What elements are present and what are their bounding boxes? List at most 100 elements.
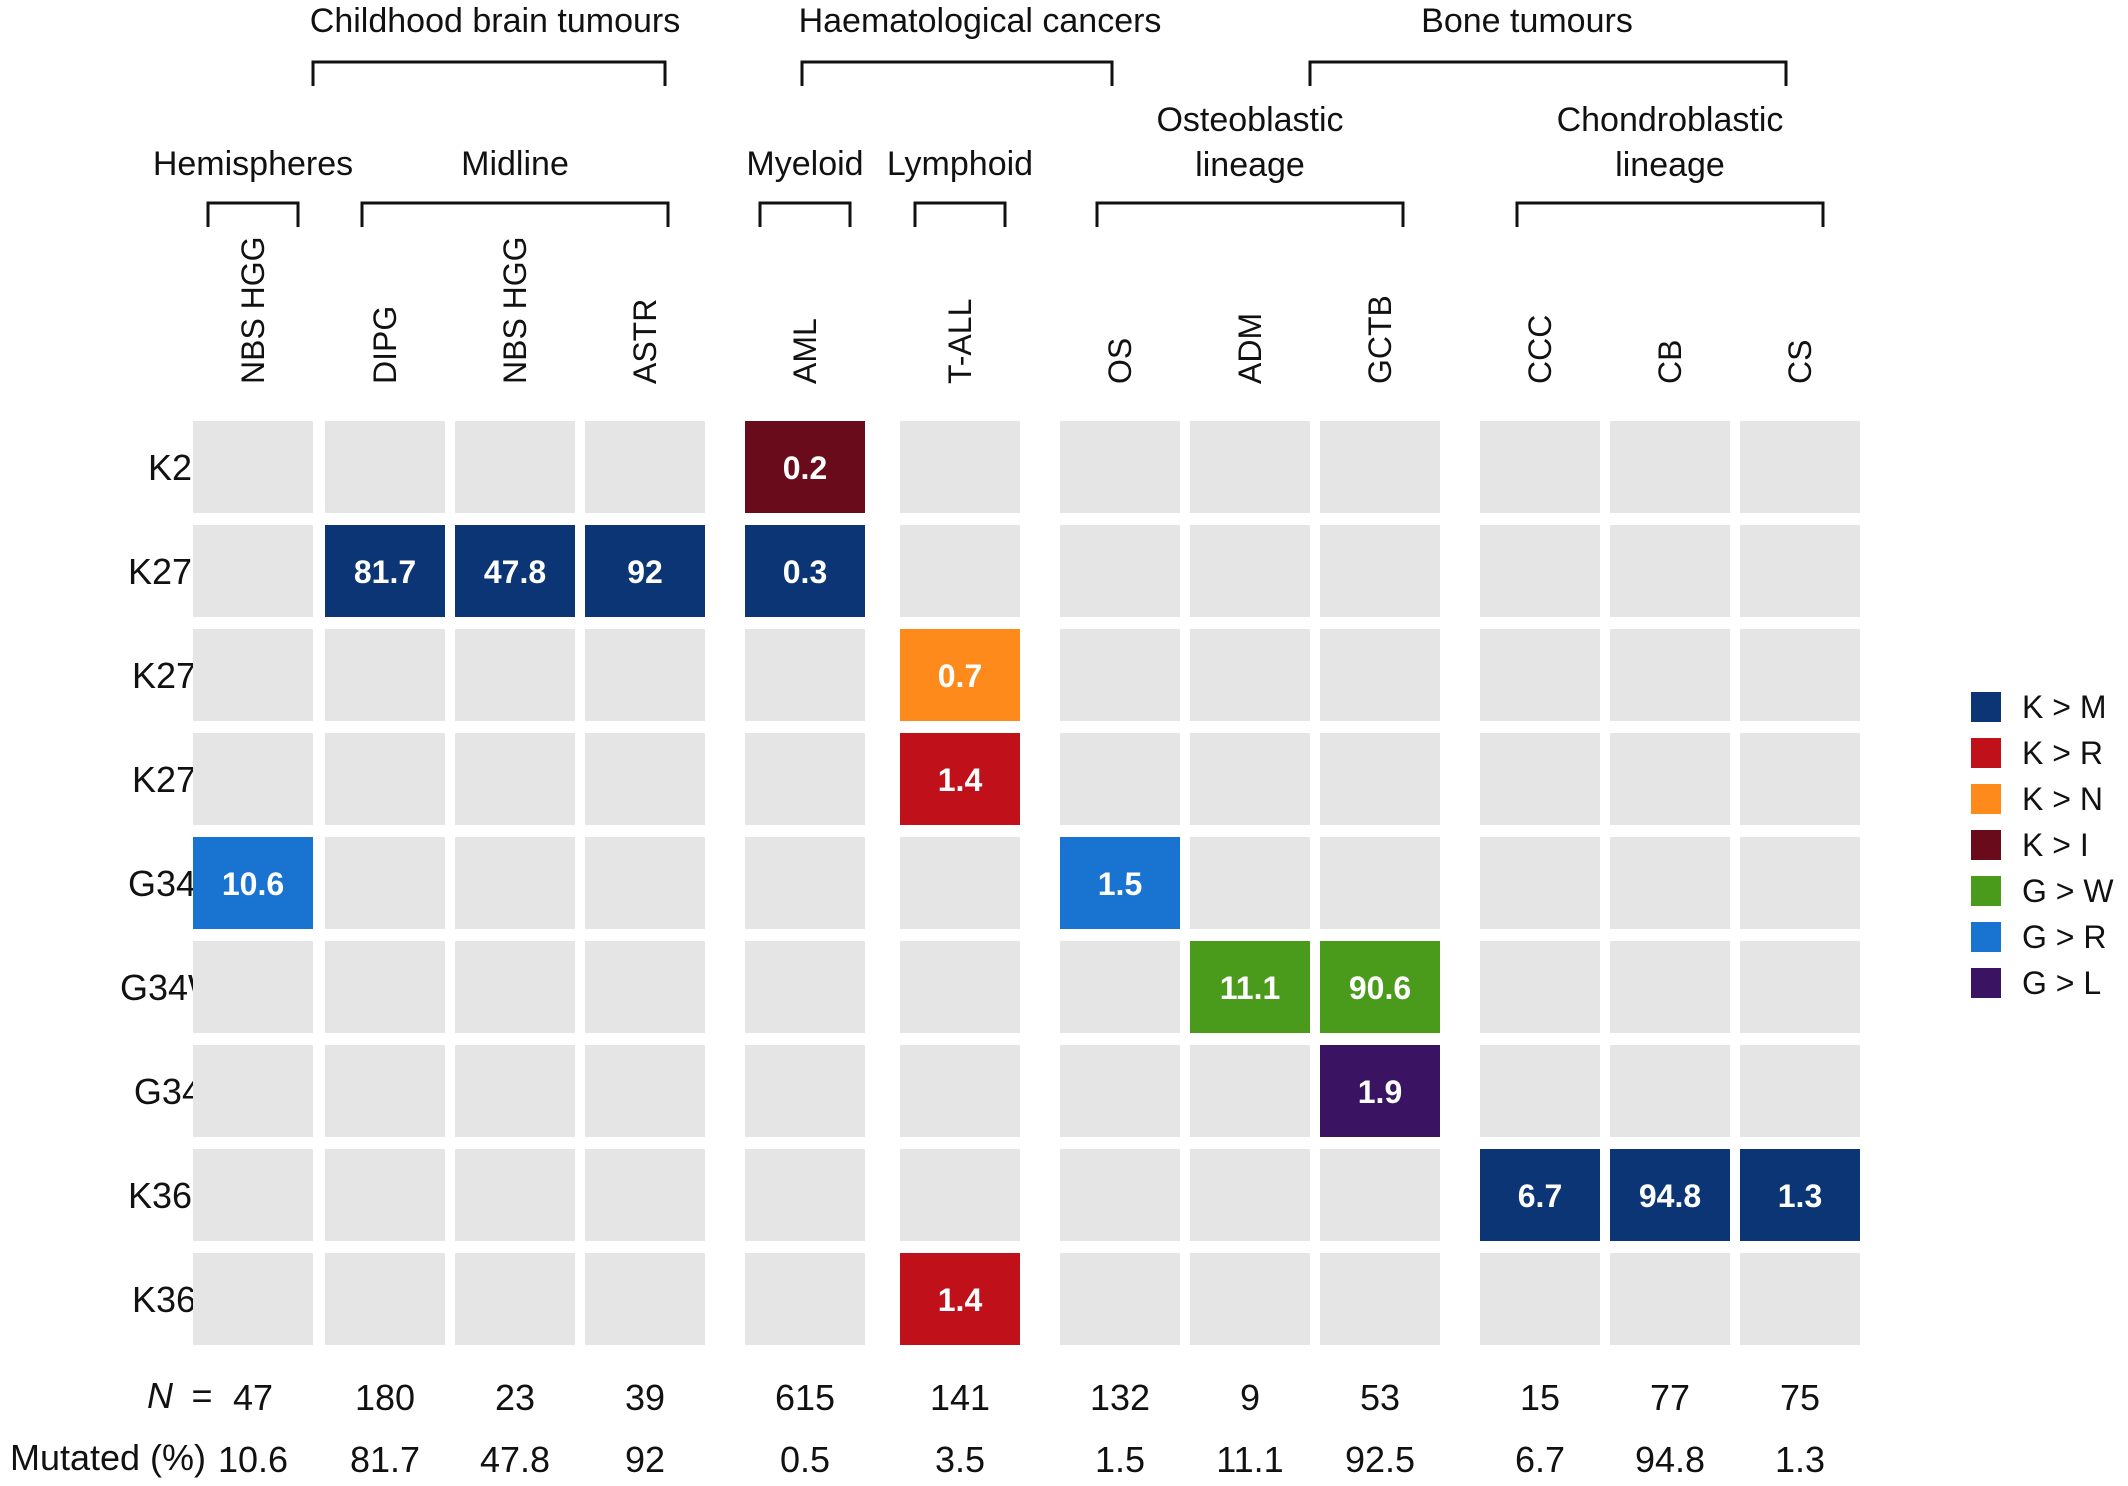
cell-empty-k27r-col8	[1190, 733, 1310, 825]
cell-k27m-col5-k-m	[745, 525, 865, 617]
cell-empty-k36m-col3	[455, 1149, 575, 1241]
cell-empty-g34w-col7	[1060, 941, 1180, 1033]
cell-empty-k27i-col4	[585, 421, 705, 513]
group-headers: Childhood brain tumours Haematological ca…	[310, 2, 1788, 86]
subgroup-bracket-lymphoid	[913, 201, 1007, 227]
column-labels: NBS HGG DIPG NBS HGG ASTR AML T-ALL OS ADM GCTB C…	[235, 236, 1818, 384]
mutated-value-col3: 47.8	[480, 1439, 550, 1480]
cell-empty-k27n-col5	[745, 629, 865, 721]
cell-value-k27i-col5: 0.2	[783, 450, 827, 486]
cell-empty-g34w-col11	[1610, 941, 1730, 1033]
sample-footer: N = 47 180 23 39 615 141 132 9 53 15 77 75 Mutated (%)…	[10, 1375, 1825, 1480]
cell-k36m-col12-k-m	[1740, 1149, 1860, 1241]
cell-empty-k27i-col6	[900, 421, 1020, 513]
n-value-col12: 75	[1780, 1377, 1820, 1418]
cell-empty-k27m-col10	[1480, 525, 1600, 617]
cell-empty-g34l-col2	[325, 1045, 445, 1137]
cell-value-k36m-col12: 1.3	[1778, 1178, 1822, 1214]
cell-empty-g34l-col12	[1740, 1045, 1860, 1137]
subgroup-label-chondroblastic-lineage-line-2: lineage	[1615, 146, 1725, 184]
cell-empty-k27i-col7	[1060, 421, 1180, 513]
cell-k27m-col2-k-m	[325, 525, 445, 617]
cell-empty-k27i-col3	[455, 421, 575, 513]
legend-label-k-n: K > N	[2022, 781, 2103, 817]
mutated-value-col11: 94.8	[1635, 1439, 1705, 1480]
cell-empty-k36m-col7	[1060, 1149, 1180, 1241]
cell-empty-k27n-col11	[1610, 629, 1730, 721]
cell-value-g34r-col7: 1.5	[1098, 866, 1142, 902]
legend: K > M K > R K > N K > I G > W G > R G > L	[1971, 689, 2114, 1001]
legend-label-k-m: K > M	[2022, 689, 2106, 725]
group-bracket-childhood-brain-tumours	[311, 60, 667, 86]
cell-empty-k36r-col8	[1190, 1253, 1310, 1345]
group-label-haematological-cancers: Haematological cancers	[799, 2, 1162, 40]
cell-empty-k27m-col8	[1190, 525, 1310, 617]
cell-empty-k27n-col3	[455, 629, 575, 721]
cell-empty-k27m-col9	[1320, 525, 1440, 617]
cell-empty-g34r-col12	[1740, 837, 1860, 929]
legend-swatch-k-m	[1971, 692, 2001, 722]
cell-g34r-col1-g-r	[193, 837, 313, 929]
column-label-11-cb: CB	[1652, 340, 1688, 384]
legend-swatch-g-r	[1971, 922, 2001, 952]
column-label-10-ccc: CCC	[1522, 315, 1558, 384]
cell-k27r-col6-k-r	[900, 733, 1020, 825]
cell-k27m-col4-k-m	[585, 525, 705, 617]
subgroup-bracket-hemispheres	[206, 201, 300, 227]
cell-empty-g34r-col2	[325, 837, 445, 929]
cell-empty-k36r-col1	[193, 1253, 313, 1345]
cell-value-k27m-col3: 47.8	[484, 554, 546, 590]
group-label-bone-tumours: Bone tumours	[1421, 2, 1633, 40]
column-label-1-nbs-hgg: NBS HGG	[235, 236, 271, 384]
group-label-childhood-brain-tumours: Childhood brain tumours	[310, 2, 680, 40]
cell-k27n-col6-k-n	[900, 629, 1020, 721]
n-value-col10: 15	[1520, 1377, 1560, 1418]
cell-empty-k36m-col1	[193, 1149, 313, 1241]
cell-empty-g34r-col6	[900, 837, 1020, 929]
legend-swatch-k-i	[1971, 830, 2001, 860]
n-value-col11: 77	[1650, 1377, 1690, 1418]
cell-empty-k27r-col12	[1740, 733, 1860, 825]
subgroup-bracket-chondroblastic-lineage	[1515, 201, 1825, 227]
cell-empty-k27r-col9	[1320, 733, 1440, 825]
cell-empty-k36r-col9	[1320, 1253, 1440, 1345]
cell-g34w-col8-g-w	[1190, 941, 1310, 1033]
cell-empty-k36m-col2	[325, 1149, 445, 1241]
cell-empty-g34w-col3	[455, 941, 575, 1033]
legend-label-k-i: K > I	[2022, 827, 2089, 863]
cell-value-k36m-col10: 6.7	[1518, 1178, 1562, 1214]
column-label-7-os: OS	[1102, 338, 1138, 384]
cell-empty-g34l-col3	[455, 1045, 575, 1137]
legend-label-g-w: G > W	[2022, 873, 2114, 909]
cell-empty-k27r-col2	[325, 733, 445, 825]
cell-empty-k27n-col8	[1190, 629, 1310, 721]
cell-empty-k36r-col2	[325, 1253, 445, 1345]
column-label-8-adm: ADM	[1232, 313, 1268, 384]
cell-empty-k27n-col1	[193, 629, 313, 721]
group-bracket-haematological-cancers	[800, 60, 1114, 86]
cell-empty-k27i-col9	[1320, 421, 1440, 513]
cell-value-g34w-col8: 11.1	[1220, 970, 1281, 1006]
cell-empty-k36r-col7	[1060, 1253, 1180, 1345]
subgroup-bracket-myeloid	[758, 201, 852, 227]
cell-value-k36m-col11: 94.8	[1639, 1178, 1701, 1214]
subgroup-label-chondroblastic-lineage-line-1: Chondroblastic	[1557, 101, 1784, 139]
legend-label-g-l: G > L	[2022, 965, 2101, 1001]
cell-value-k27r-col6: 1.4	[938, 762, 983, 798]
cell-empty-k27i-col1	[193, 421, 313, 513]
cell-k36m-col10-k-m	[1480, 1149, 1600, 1241]
n-value-col9: 53	[1360, 1377, 1400, 1418]
cell-empty-k36r-col11	[1610, 1253, 1730, 1345]
subgroup-label-lymphoid: Lymphoid	[887, 145, 1033, 183]
cell-g34w-col9-g-w	[1320, 941, 1440, 1033]
cell-value-k27n-col6: 0.7	[938, 658, 982, 694]
cell-value-k27m-col4: 92	[627, 554, 663, 590]
legend-label-g-r: G > R	[2022, 919, 2106, 955]
cell-g34l-col9-g-l	[1320, 1045, 1440, 1137]
cell-empty-k36r-col5	[745, 1253, 865, 1345]
cell-empty-k27m-col7	[1060, 525, 1180, 617]
legend-swatch-g-w	[1971, 876, 2001, 906]
cell-empty-k27i-col8	[1190, 421, 1310, 513]
mutated-value-col2: 81.7	[350, 1439, 420, 1480]
cell-k27i-col5-k-i	[745, 421, 865, 513]
